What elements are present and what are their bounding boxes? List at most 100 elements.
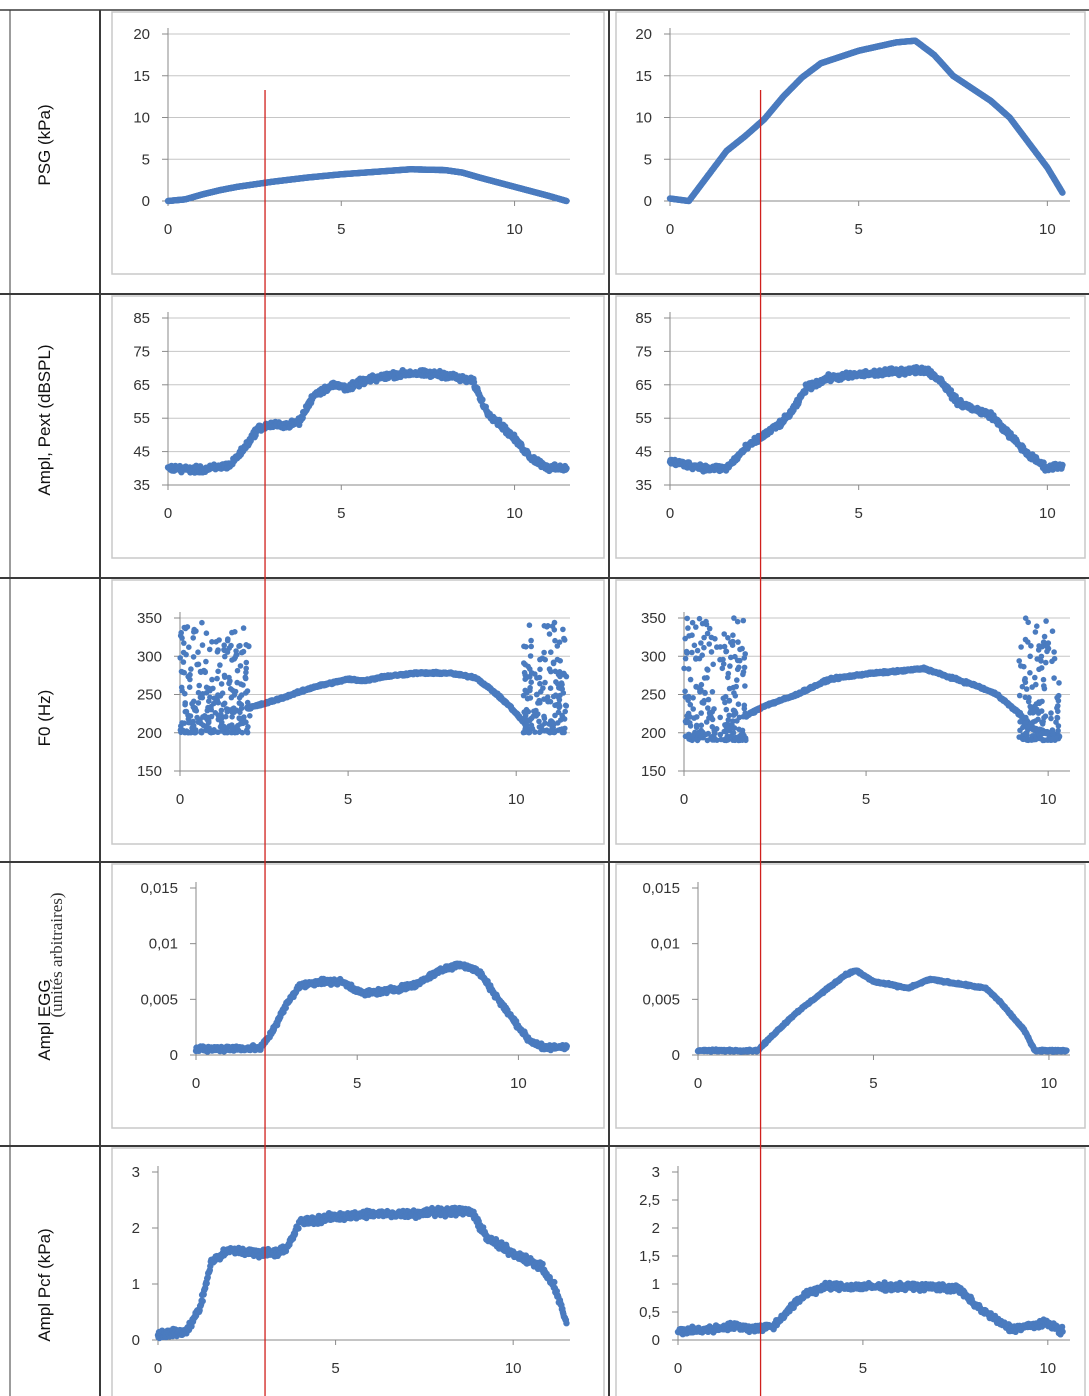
- data-point: [560, 626, 566, 633]
- data-point: [555, 681, 561, 687]
- series-points: [164, 367, 570, 476]
- data-point: [686, 633, 692, 639]
- data-point: [530, 713, 537, 720]
- y-tick-label: 45: [635, 444, 652, 461]
- data-point: [182, 700, 188, 706]
- data-point: [551, 627, 558, 633]
- data-point: [698, 722, 705, 729]
- data-point: [221, 647, 228, 654]
- data-point: [225, 728, 231, 735]
- data-point: [542, 679, 548, 686]
- y-tick-label: 75: [635, 343, 652, 360]
- data-point: [195, 719, 202, 725]
- data-point: [520, 729, 527, 736]
- data-point: [536, 697, 542, 704]
- data-point: [236, 643, 242, 649]
- x-tick-label: 0: [176, 791, 184, 808]
- data-point: [725, 717, 732, 723]
- data-point: [698, 640, 704, 646]
- y-tick-label: 350: [641, 610, 666, 627]
- data-point: [238, 681, 244, 687]
- data-point: [705, 705, 711, 711]
- data-point: [696, 685, 703, 692]
- x-tick-label: 10: [1039, 505, 1056, 522]
- y-tick-label: 200: [137, 725, 162, 742]
- series-points: [681, 615, 1063, 744]
- data-point: [190, 654, 197, 660]
- y-tick-label: 0: [644, 193, 652, 210]
- data-point: [244, 699, 251, 706]
- data-point: [694, 714, 700, 720]
- data-point: [231, 705, 237, 711]
- data-point: [693, 655, 699, 661]
- data-point: [195, 661, 202, 668]
- data-point: [527, 695, 534, 701]
- data-point: [526, 622, 533, 628]
- y-tick-label: 5: [142, 151, 150, 168]
- data-point: [527, 687, 533, 694]
- row-label-ampl-egg: Ampl EGG: [35, 979, 54, 1060]
- data-point: [557, 726, 563, 733]
- y-tick-label: 15: [635, 68, 652, 85]
- data-point: [694, 647, 701, 654]
- data-point: [226, 680, 232, 687]
- data-point: [685, 694, 692, 700]
- data-point: [234, 667, 241, 674]
- data-point: [179, 687, 185, 694]
- data-point: [705, 667, 711, 673]
- row-label-psg: PSG (kPa): [35, 104, 54, 185]
- data-point: [244, 688, 251, 694]
- data-point: [540, 685, 546, 691]
- data-point: [553, 702, 560, 708]
- data-point: [717, 714, 723, 721]
- data-point: [531, 708, 537, 715]
- x-tick-label: 10: [506, 505, 523, 522]
- y-tick-label: 45: [133, 444, 150, 461]
- data-point: [214, 675, 220, 682]
- y-tick-label: 75: [133, 343, 150, 360]
- data-point: [711, 706, 717, 712]
- data-point: [703, 618, 709, 625]
- data-point: [534, 675, 540, 681]
- data-point: [539, 723, 545, 729]
- data-point: [523, 722, 529, 729]
- x-tick-label: 5: [855, 221, 863, 238]
- data-point: [218, 681, 225, 687]
- data-point: [240, 625, 247, 631]
- data-point: [521, 669, 528, 676]
- y-tick-label: 20: [635, 26, 652, 43]
- y-tick-label: 350: [137, 610, 162, 627]
- row-label-ampl-pcf: Ampl Pcf (kPa): [35, 1228, 54, 1341]
- data-point: [215, 668, 221, 675]
- data-point: [240, 720, 246, 727]
- y-tick-label: 65: [133, 377, 150, 394]
- chart-frame: [615, 295, 1086, 559]
- data-point: [218, 712, 224, 718]
- data-point: [526, 729, 533, 736]
- x-tick-label: 0: [666, 221, 674, 238]
- data-point: [537, 666, 543, 673]
- data-point: [1059, 461, 1066, 469]
- data-point: [550, 660, 557, 667]
- y-tick-label: 65: [635, 377, 652, 394]
- data-point: [209, 676, 215, 683]
- data-point: [236, 715, 243, 722]
- data-point: [685, 625, 691, 631]
- y-tick-label: 85: [635, 310, 652, 327]
- data-point: [198, 729, 205, 736]
- data-point: [184, 624, 191, 630]
- data-point: [706, 641, 712, 647]
- data-point: [551, 619, 558, 626]
- data-point: [211, 727, 217, 733]
- data-point: [528, 722, 535, 728]
- data-point: [527, 674, 533, 680]
- data-point: [213, 639, 219, 645]
- data-point: [195, 700, 202, 706]
- data-point: [183, 651, 189, 658]
- x-tick-label: 0: [666, 505, 674, 522]
- series-points: [666, 364, 1066, 475]
- data-point: [186, 644, 192, 650]
